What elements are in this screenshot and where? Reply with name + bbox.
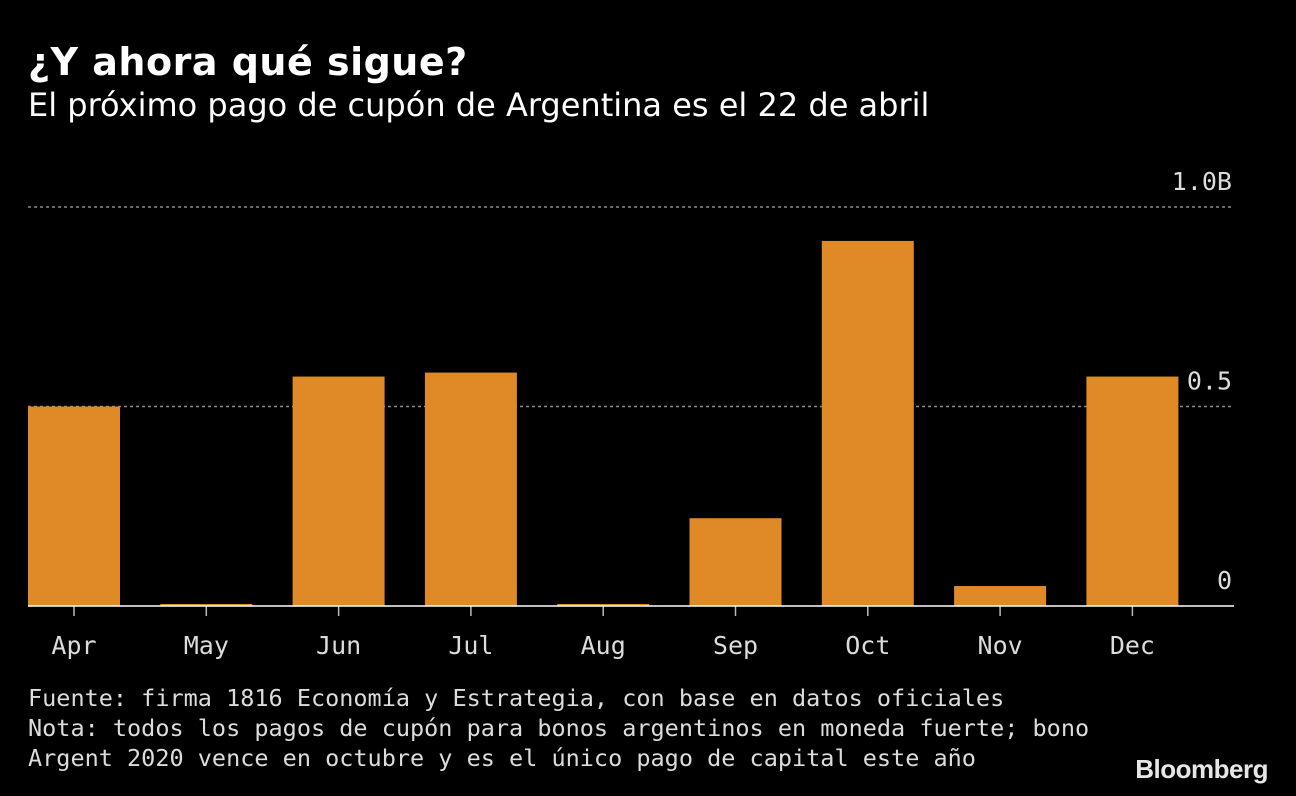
x-tick-label-dec: Dec [1110,631,1155,660]
bar-apr [28,406,120,606]
x-tick-label-jun: Jun [316,631,361,660]
y-tick-label-1: 0.5 [1187,367,1232,396]
x-tick-label-oct: Oct [845,631,890,660]
bar-nov [954,586,1047,606]
bar-dec [1086,376,1179,606]
note-line-1: Nota: todos los pagos de cupón para bono… [28,714,1090,742]
x-tick-label-nov: Nov [978,631,1023,660]
bar-chart: 0 0.5 1.0B Apr May Jun Jul Aug Sep Oct Nov Dec [28,167,1234,660]
x-tick-label-aug: Aug [581,631,626,660]
bar-sep [689,518,782,606]
bar-oct [821,240,914,607]
x-tick-label-jul: Jul [448,631,493,660]
x-tick-label-sep: Sep [713,631,758,660]
chart-subtitle: El próximo pago de cupón de Argentina es… [28,86,930,124]
x-tick-label-apr: Apr [51,631,96,660]
bar-jun [292,376,385,606]
y-tick-label-0: 0 [1217,566,1232,595]
x-tick-label-may: May [184,631,229,660]
bloomberg-logo: Bloomberg [1135,754,1268,784]
chart-notes: Fuente: firma 1816 Economía y Estrategia… [28,683,1089,773]
bar-jul [424,372,517,606]
bar-aug [557,604,650,606]
note-line-2: Argent 2020 vence en octubre y es el úni… [28,744,976,772]
chart-title: ¿Y ahora qué sigue? [28,40,468,84]
source-note: Fuente: firma 1816 Economía y Estrategia… [28,684,1005,712]
y-tick-label-2: 1.0B [1172,167,1232,196]
bar-may [160,604,253,606]
